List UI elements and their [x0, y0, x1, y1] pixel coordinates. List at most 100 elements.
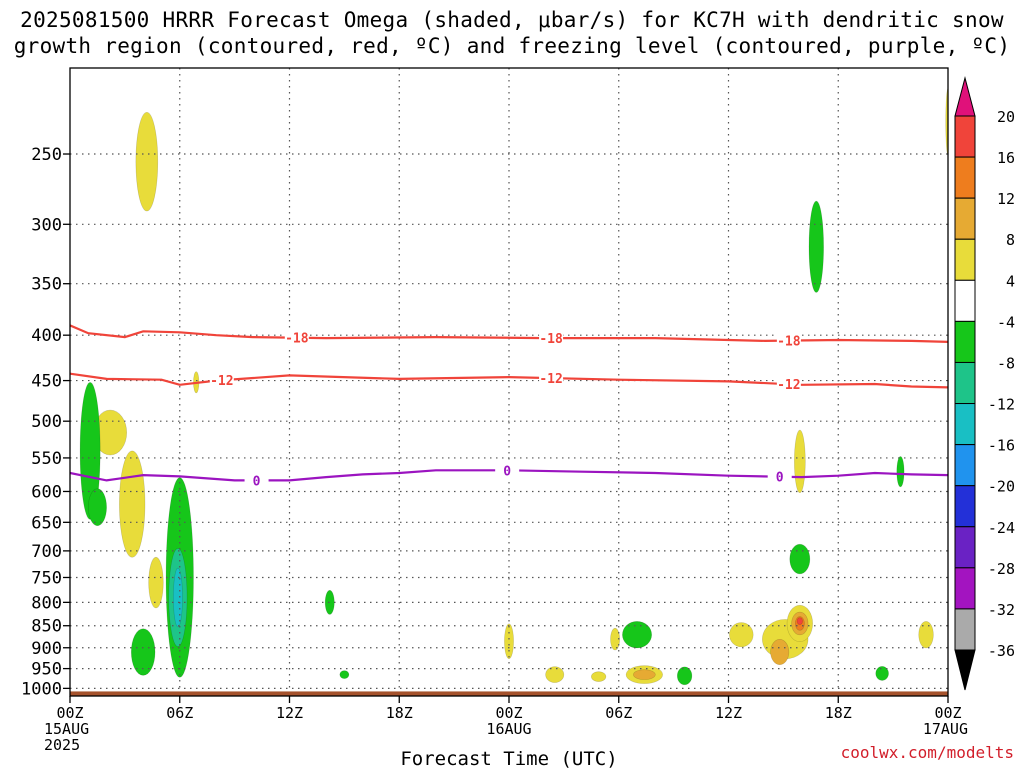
time-tick-label: 00Z [56, 704, 83, 722]
colorbar-label: -24 [988, 519, 1015, 537]
omega-positive-region [770, 639, 790, 666]
omega-positive-region [545, 666, 565, 683]
omega-negative-region [79, 382, 101, 520]
chart-title-line-1: 2025081500 HRRR Forecast Omega (shaded, … [20, 8, 1004, 32]
colorbar-swatch [954, 608, 976, 651]
omega-shading-layer [79, 87, 948, 686]
colorbar-label: -36 [988, 642, 1015, 660]
time-tick-label: 2025 [44, 736, 80, 754]
omega-negative-region [87, 488, 107, 527]
time-tick-label: 16AUG [486, 720, 531, 738]
colorbar-label: 16 [997, 149, 1015, 167]
omega-positive-region [148, 556, 164, 609]
colorbar: 20 16 12 8 4 -4 -8 -12 -16 -20 -24 -28 -32 -36 [954, 76, 1015, 691]
colorbar-max-triangle [954, 76, 976, 117]
contour-label-backdrop [776, 376, 801, 393]
omega-positive-region [504, 623, 514, 660]
pressure-tick-label: 450 [31, 372, 62, 392]
time-tick-label: 00Z [495, 704, 522, 722]
contour-label: -12 [539, 372, 562, 387]
colorbar-label: 20 [997, 108, 1015, 126]
contour-label: 0 [503, 464, 511, 479]
contour-label-backdrop [539, 370, 564, 387]
pressure-tick-label: 850 [31, 617, 62, 637]
colorbar-label: -28 [988, 560, 1015, 578]
pressure-tick-label: 650 [31, 513, 62, 533]
colorbar-label: -8 [997, 354, 1015, 372]
omega-positive-region [918, 621, 934, 649]
time-tick-label: 18Z [825, 704, 852, 722]
colorbar-swatch [954, 320, 976, 363]
pressure-tick-label: 950 [31, 660, 62, 680]
contour-label-backdrop [284, 329, 309, 346]
colorbar-label: -12 [988, 396, 1015, 414]
contour-label: -18 [539, 332, 563, 347]
contour-label-backdrop [244, 472, 269, 489]
contour-label-backdrop [776, 332, 801, 349]
chart-title-line-2: growth region (contoured, red, ºC) and f… [13, 34, 1011, 58]
time-tick-label: 12Z [715, 704, 742, 722]
omega-positive-region [796, 617, 803, 625]
contour-label: 0 [253, 474, 261, 489]
colorbar-swatch [954, 485, 976, 528]
omega-negative-region [896, 456, 905, 488]
pressure-tick-label: 900 [31, 639, 62, 659]
colorbar-label: 12 [997, 190, 1015, 208]
colorbar-swatch [954, 567, 976, 610]
contour-label: -12 [210, 374, 233, 389]
colorbar-swatch [954, 526, 976, 569]
contour-label: -18 [285, 332, 309, 347]
time-tick-label: 15AUG [44, 720, 89, 738]
contour-label-backdrop [209, 372, 234, 389]
colorbar-min-triangle [954, 649, 976, 691]
colorbar-label: 8 [1006, 231, 1015, 249]
omega-negative-region [808, 200, 824, 293]
omega-negative-region [676, 666, 693, 686]
pressure-tick-label: 350 [31, 275, 62, 295]
colorbar-swatch [954, 361, 976, 405]
colorbar-label: -32 [988, 601, 1015, 619]
time-tick-label: 18Z [386, 704, 413, 722]
omega-positive-region [729, 622, 754, 648]
omega-negative-region [875, 666, 889, 681]
site-credit: coolwx.com/modelts [840, 743, 1014, 762]
time-tick-label: 06Z [605, 704, 632, 722]
pressure-tick-label: 800 [31, 593, 62, 613]
pressure-tick-label: 1000 [21, 679, 62, 699]
pressure-tick-label: 400 [31, 326, 62, 346]
terrain-fill [70, 691, 948, 696]
colorbar-label: -20 [988, 478, 1015, 496]
contour-label-backdrop [767, 468, 792, 485]
colorbar-label: -4 [997, 313, 1015, 331]
pressure-axis: 2503003504004505005506006507007508008509… [21, 145, 70, 699]
colorbar-swatch [954, 115, 976, 158]
time-tick-label: 06Z [166, 704, 193, 722]
omega-negative-region [324, 590, 335, 615]
time-tick-label: 17AUG [923, 720, 968, 738]
omega-negative-region [173, 567, 183, 628]
contour-label: -18 [777, 335, 801, 350]
colorbar-label: -16 [988, 437, 1015, 455]
colorbar-swatch [954, 403, 976, 446]
pressure-tick-label: 500 [31, 412, 62, 432]
omega-negative-region [339, 670, 350, 679]
omega-positive-region [610, 627, 620, 651]
x-axis-title: Forecast Time (UTC) [400, 748, 617, 768]
contour-layer: -18 -18 -18 -12 -12 -12 0 0 0 [70, 324, 948, 489]
pressure-tick-label: 250 [31, 145, 62, 165]
time-tick-label: 12Z [276, 704, 303, 722]
contour-line-0 [70, 469, 948, 482]
omega-positive-region [135, 111, 159, 212]
colorbar-swatch [954, 444, 976, 487]
omega-positive-region [119, 450, 146, 558]
contour-label-backdrop [495, 462, 520, 479]
omega-negative-region [622, 621, 652, 649]
pressure-tick-label: 700 [31, 542, 62, 562]
omega-positive-region [591, 671, 607, 682]
pressure-tick-label: 600 [31, 482, 62, 502]
colorbar-swatch [954, 197, 976, 240]
time-tick-label: 00Z [934, 704, 961, 722]
gridlines [70, 68, 948, 696]
